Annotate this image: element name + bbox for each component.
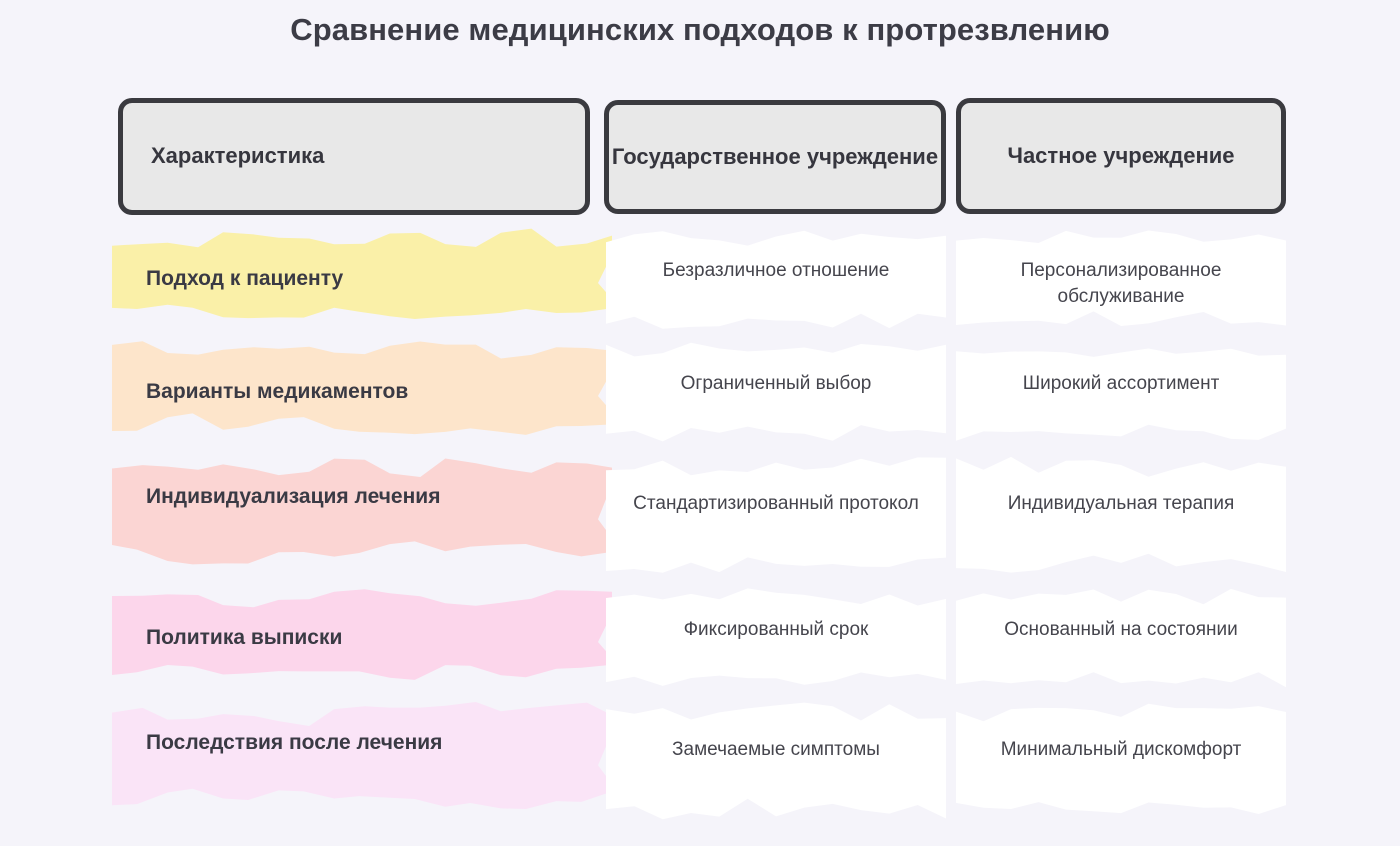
cell-background-patch: [606, 342, 946, 442]
cell-public-text: Стандартизированный протокол: [633, 493, 919, 514]
cell-background-patch: [606, 702, 946, 820]
feature-label: Варианты медикаментов: [146, 380, 409, 403]
cell-background-patch: [956, 703, 1286, 814]
cell-background-patch: [956, 456, 1286, 573]
table-row: Варианты медикаментов Ограниченный выбор Ш…: [0, 338, 1400, 451]
feature-label: Индивидуализация лечения: [146, 485, 441, 508]
cell-public: Фиксированный срок: [606, 584, 946, 697]
feature-label: Подход к пациенту: [146, 267, 344, 290]
cell-patch-shape: [956, 588, 1286, 688]
cell-public-text: Ограниченный выбор: [680, 373, 872, 394]
header-label-public: Государственное учреждение: [611, 143, 939, 169]
table-row: Последствия после лечения Замечаемые симп…: [0, 697, 1400, 830]
table-header-row: Характеристика Государственное учреждени…: [0, 98, 1400, 218]
cell-patch-shape: [956, 348, 1286, 441]
highlight-stroke-shape: [112, 589, 612, 680]
highlight-stroke: [112, 341, 612, 435]
cell-private: Персонализированное обслуживание: [956, 225, 1286, 338]
feature-highlight: [112, 697, 612, 830]
cell-private: Индивидуальная терапия: [956, 451, 1286, 584]
cell-background-patch: [956, 230, 1286, 326]
feature-highlight: [112, 584, 612, 697]
header-cell-feature: Характеристика: [118, 98, 590, 215]
feature-label: Политика выписки: [146, 626, 343, 649]
cell-public: Ограниченный выбор: [606, 338, 946, 451]
cell-background-patch: [956, 348, 1286, 441]
feature-highlight: [112, 338, 612, 451]
cell-public: Замечаемые симптомы: [606, 697, 946, 830]
cell-private-text: Персонализированное обслуживание: [1020, 260, 1222, 308]
header-label-feature: Характеристика: [151, 143, 325, 169]
cell-private-text: Основанный на состоянии: [1004, 619, 1238, 640]
feature-highlight: [112, 225, 612, 338]
header-cell-public: Государственное учреждение: [604, 100, 946, 214]
cell-background-patch: [606, 457, 946, 573]
cell-background-patch: [956, 588, 1286, 688]
cell-patch-shape: [606, 230, 946, 329]
header-label-private: Частное учреждение: [1007, 142, 1235, 168]
cell-patch-shape: [956, 456, 1286, 573]
cell-public-text: Фиксированный срок: [683, 619, 869, 640]
feature-label: Последствия после лечения: [146, 731, 443, 754]
cell-private-text: Широкий ассортимент: [1022, 373, 1220, 394]
highlight-stroke: [112, 589, 612, 680]
cell-patch-shape: [606, 457, 946, 573]
cell-public: Безразличное отношение: [606, 225, 946, 338]
header-cell-private: Частное учреждение: [956, 98, 1286, 214]
table-row: Индивидуализация лечения Стандартизирован…: [0, 451, 1400, 584]
cell-public-text: Безразличное отношение: [662, 260, 890, 281]
cell-public-text: Замечаемые симптомы: [672, 739, 880, 760]
feature-highlight: [112, 451, 612, 584]
cell-patch-shape: [956, 703, 1286, 814]
cell-private: Широкий ассортимент: [956, 338, 1286, 451]
cell-private-text: Минимальный дискомфорт: [1000, 739, 1242, 760]
cell-patch-shape: [606, 342, 946, 442]
cell-private-text: Индивидуальная терапия: [1007, 493, 1235, 514]
cell-background-patch: [606, 230, 946, 329]
highlight-stroke: [112, 458, 612, 565]
highlight-stroke-shape: [112, 228, 612, 319]
table-row: Подход к пациенту Безразличное отношение П…: [0, 225, 1400, 338]
highlight-stroke: [112, 228, 612, 319]
cell-patch-shape: [606, 588, 946, 686]
highlight-stroke-shape: [112, 341, 612, 435]
highlight-stroke-shape: [112, 702, 612, 810]
cell-private: Основанный на состоянии: [956, 584, 1286, 697]
table-row: Политика выписки Фиксированный срок Основа…: [0, 584, 1400, 697]
page-title: Сравнение медицинских подходов к протрез…: [290, 12, 1110, 47]
cell-public: Стандартизированный протокол: [606, 451, 946, 584]
cell-patch-shape: [956, 230, 1286, 326]
cell-background-patch: [606, 588, 946, 686]
highlight-stroke: [112, 702, 612, 810]
cell-patch-shape: [606, 702, 946, 820]
cell-private: Минимальный дискомфорт: [956, 697, 1286, 830]
highlight-stroke-shape: [112, 458, 612, 565]
